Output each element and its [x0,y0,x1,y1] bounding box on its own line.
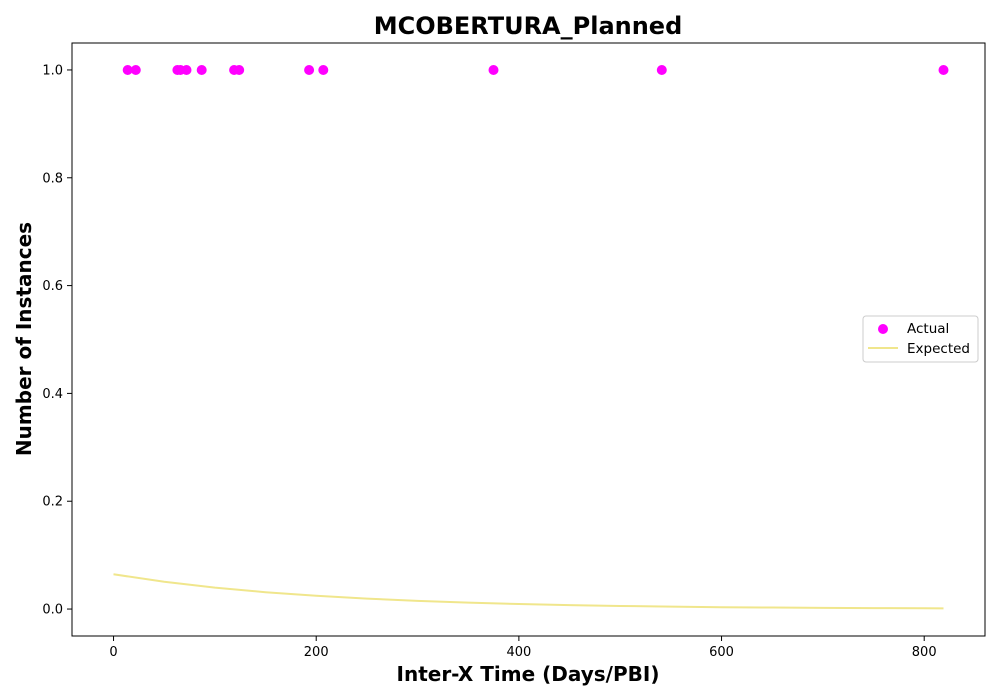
x-tick-label: 0 [109,645,117,660]
actual-point [181,65,192,75]
y-axis: 0.0 0.2 0.4 0.6 0.8 1.0 [42,63,72,618]
y-tick-label: 0.2 [42,495,63,510]
legend-marker-actual [878,324,888,334]
actual-point [938,65,949,75]
expected-line [113,573,944,610]
x-tick-label: 400 [506,645,531,660]
chart-title: MCOBERTURA_Planned [374,12,683,40]
y-axis-label: Number of Instances [12,222,36,456]
x-axis-label: Inter-X Time (Days/PBI) [397,662,660,686]
y-tick-label: 0.0 [42,603,63,618]
actual-point [656,65,667,75]
y-tick-label: 0.4 [42,387,63,402]
x-axis: 0 200 400 600 800 [109,636,937,660]
actual-point [234,65,245,75]
legend-label-actual: Actual [907,321,949,337]
legend-label-expected: Expected [907,341,970,357]
actual-point [130,65,141,75]
y-tick-label: 1.0 [42,63,63,78]
legend: Actual Expected [862,315,979,363]
actual-point [122,65,133,75]
plot-frame [71,42,986,637]
x-tick-label: 800 [912,645,937,660]
plot-area [71,42,986,637]
actual-point [318,65,329,75]
x-tick-label: 600 [709,645,734,660]
legend-frame [862,315,979,363]
x-tick-label: 200 [304,645,329,660]
actual-point [196,65,207,75]
y-tick-label: 0.8 [42,171,63,186]
y-tick-label: 0.6 [42,279,63,294]
actual-point [488,65,499,75]
actual-point [304,65,315,75]
